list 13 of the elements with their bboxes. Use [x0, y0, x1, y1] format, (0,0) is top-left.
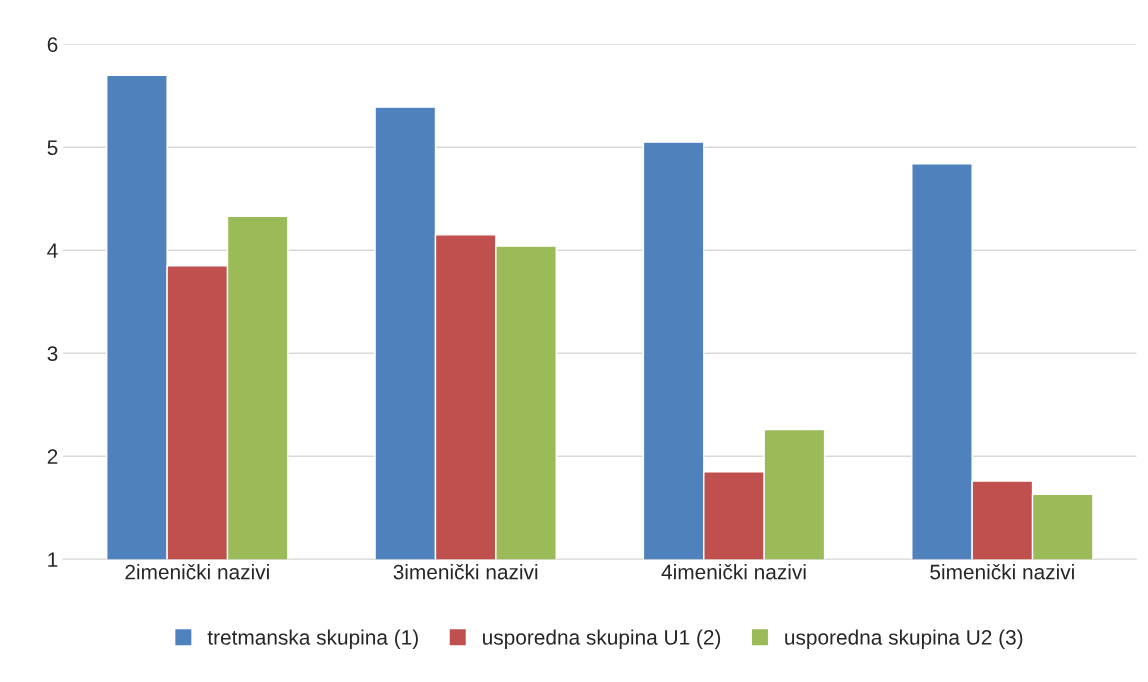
y-tick-label: 1 [48, 552, 58, 567]
x-tick-label: 5imenički nazivi [930, 564, 1074, 580]
y-tick-label: 6 [47, 37, 58, 53]
x-tick-label: 3imenički nazivi [393, 564, 538, 580]
y-tick-label: 3 [47, 346, 58, 362]
y-tick-label: 4 [47, 243, 58, 258]
legend-label: usporedna skupina U1 (2) [483, 629, 721, 649]
legend-label: tretmanska skupina (1) [207, 629, 418, 649]
y-tick-label: 5 [47, 140, 58, 156]
x-tick-label: 2imenički nazivi [125, 564, 269, 580]
x-tick-label: 4imenički nazivi [661, 564, 806, 580]
legend-label: usporedna skupina U2 (3) [785, 629, 1023, 649]
y-tick-label: 2 [47, 449, 58, 464]
